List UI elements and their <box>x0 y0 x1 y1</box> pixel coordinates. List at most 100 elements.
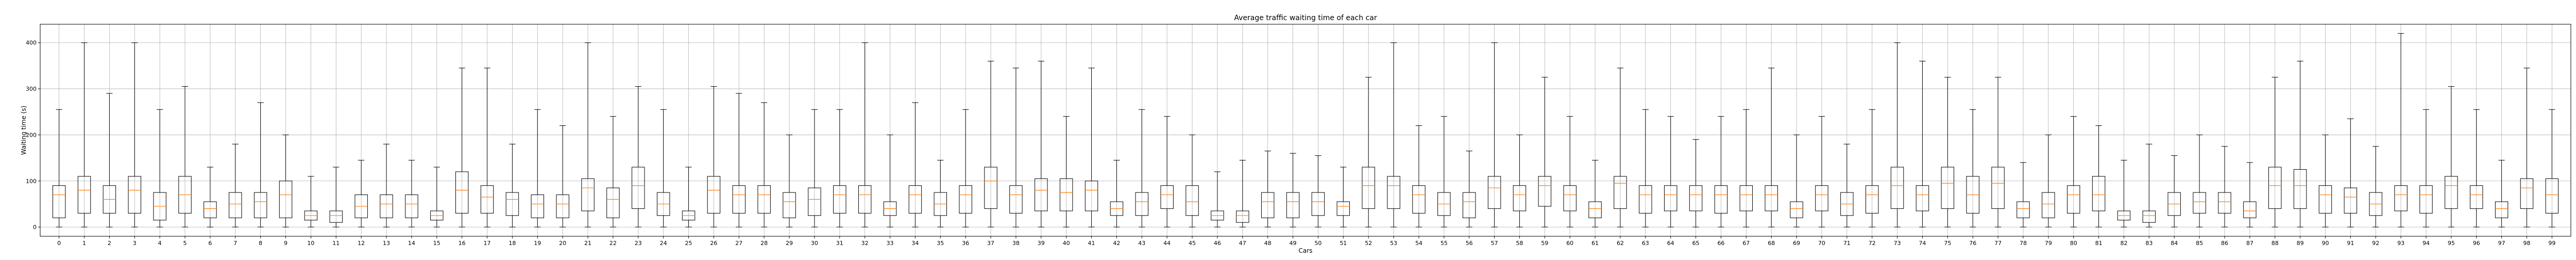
box-79 <box>2042 134 2055 228</box>
box-iqr <box>2218 192 2231 214</box>
x-tick-label: 15 <box>433 240 440 247</box>
x-tick-label: 23 <box>635 240 642 247</box>
box-iqr <box>2394 185 2408 212</box>
x-tick-label: 26 <box>710 240 717 247</box>
box-iqr <box>1588 201 1602 218</box>
box-10 <box>304 176 318 228</box>
box-iqr <box>2268 167 2282 209</box>
box-98 <box>2520 68 2534 228</box>
box-97 <box>2495 160 2509 228</box>
x-tick-label: 59 <box>1541 240 1548 247</box>
box-iqr <box>2419 185 2433 214</box>
box-iqr <box>1084 181 1098 212</box>
x-tick-label: 37 <box>987 240 994 247</box>
box-iqr <box>1185 185 1199 216</box>
box-91 <box>2344 118 2358 228</box>
x-tick-label: 98 <box>2523 240 2530 247</box>
x-tick-label: 5 <box>183 240 187 247</box>
chart-title: Average traffic waiting time of each car <box>1234 14 1377 22</box>
x-tick-label: 64 <box>1667 240 1674 247</box>
box-iqr <box>1916 185 1929 212</box>
box-iqr <box>380 194 393 218</box>
box-23 <box>632 86 645 228</box>
box-5 <box>178 86 192 228</box>
x-tick-label: 13 <box>383 240 390 247</box>
x-tick-label: 33 <box>887 240 894 247</box>
x-tick-label: 96 <box>2473 240 2480 247</box>
box-38 <box>1009 68 1023 228</box>
box-4 <box>153 109 166 228</box>
box-iqr <box>1135 192 1149 216</box>
x-tick-label: 84 <box>2171 240 2178 247</box>
x-tick-label: 10 <box>307 240 314 247</box>
box-iqr <box>1991 167 2005 209</box>
x-tick-label: 93 <box>2397 240 2404 247</box>
box-iqr <box>1614 176 1627 209</box>
box-57 <box>1487 42 1501 228</box>
box-iqr <box>2066 185 2080 214</box>
box-iqr <box>1865 185 1879 214</box>
box-iqr <box>1714 185 1728 214</box>
box-11 <box>329 167 343 228</box>
x-tick-label: 95 <box>2448 240 2455 247</box>
x-axis-label: Cars <box>1299 247 1313 254</box>
box-99 <box>2545 109 2559 228</box>
x-tick-label: 32 <box>861 240 869 247</box>
box-47 <box>1236 160 1249 228</box>
box-46 <box>1211 171 1224 228</box>
x-tick-label: 73 <box>1894 240 1901 247</box>
x-tick-label: 1 <box>82 240 86 247</box>
box-0 <box>52 109 66 228</box>
x-tick-label: 35 <box>937 240 944 247</box>
box-iqr <box>2142 210 2156 223</box>
box-iqr <box>908 185 922 214</box>
box-iqr <box>606 187 620 218</box>
box-iqr <box>455 171 469 214</box>
box-89 <box>2293 60 2307 228</box>
box-iqr <box>833 185 846 214</box>
x-tick-label: 18 <box>509 240 516 247</box>
box-78 <box>2016 162 2030 228</box>
box-66 <box>1714 116 1728 228</box>
box-iqr <box>1639 185 1652 214</box>
box-iqr <box>1059 178 1073 212</box>
box-58 <box>1513 134 1527 228</box>
box-iqr <box>2293 169 2307 209</box>
box-68 <box>1765 68 1778 228</box>
box-iqr <box>1790 201 1803 218</box>
box-25 <box>682 167 696 228</box>
x-tick-label: 52 <box>1365 240 1372 247</box>
x-tick-label: 28 <box>760 240 768 247</box>
box-1 <box>77 42 91 228</box>
x-tick-label: 0 <box>57 240 61 247</box>
x-tick-label: 76 <box>1969 240 1976 247</box>
x-tick-label: 9 <box>284 240 287 247</box>
box-iqr <box>2193 192 2206 214</box>
x-tick-label: 22 <box>609 240 617 247</box>
x-tick-label: 51 <box>1340 240 1347 247</box>
x-tick-label: 77 <box>1994 240 2002 247</box>
x-tick-label: 83 <box>2145 240 2153 247</box>
x-tick-label: 70 <box>1818 240 1825 247</box>
box-24 <box>656 109 670 228</box>
x-tick-label: 68 <box>1768 240 1775 247</box>
box-iqr <box>732 185 746 214</box>
box-iqr <box>2243 201 2257 218</box>
y-tick-label: 200 <box>26 132 37 138</box>
box-82 <box>2117 160 2131 228</box>
x-tick-label: 91 <box>2347 240 2354 247</box>
box-93 <box>2394 33 2408 228</box>
x-tick-label: 54 <box>1415 240 1422 247</box>
x-tick-label: 61 <box>1591 240 1599 247</box>
x-tick-label: 79 <box>2045 240 2052 247</box>
box-iqr <box>1236 210 1249 223</box>
box-iqr <box>1261 192 1275 218</box>
box-49 <box>1286 153 1300 228</box>
box-44 <box>1160 116 1174 228</box>
box-iqr <box>77 176 91 214</box>
box-iqr <box>1513 185 1527 212</box>
box-iqr <box>2469 185 2483 209</box>
box-96 <box>2469 109 2483 228</box>
